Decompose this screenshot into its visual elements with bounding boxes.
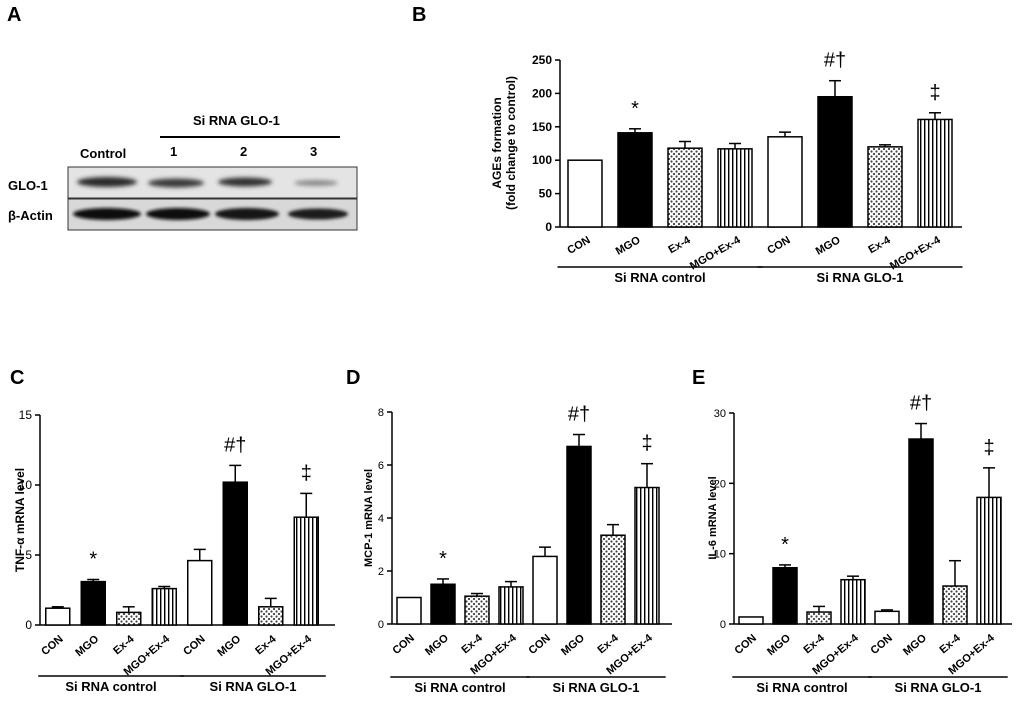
group-label: Si RNA GLO-1	[895, 680, 982, 695]
y-tick-label: 50	[539, 187, 553, 201]
y-tick-label: 0	[720, 619, 726, 631]
significance-marker: ‡	[641, 433, 652, 455]
panel-a-letter: A	[7, 4, 22, 26]
significance-marker: *	[89, 549, 97, 571]
bar	[532, 555, 558, 625]
y-tick-label: 30	[714, 408, 726, 420]
panel-b-letter: B	[412, 4, 427, 26]
y-tick-label: 0	[25, 618, 32, 632]
significance-marker: *	[781, 534, 789, 556]
bar	[667, 147, 703, 228]
group-label: Si RNA GLO-1	[817, 270, 904, 285]
bar	[867, 146, 903, 228]
bar	[151, 587, 177, 626]
significance-marker: *	[631, 98, 639, 120]
y-tick-label: 4	[378, 513, 384, 525]
y-tick-label: 10	[714, 549, 726, 561]
y-tick-label: 0	[545, 220, 552, 234]
x-tick-label: CON	[868, 632, 894, 657]
y-tick-label: 5	[25, 548, 32, 562]
y-tick-label: 150	[532, 120, 552, 134]
bar	[600, 534, 626, 625]
bar	[772, 566, 798, 625]
bar	[806, 611, 832, 625]
y-tick-label: 100	[532, 153, 552, 167]
x-tick-label: MGO	[765, 632, 793, 658]
blot-group-label: Si RNA GLO-1	[193, 113, 280, 128]
y-axis-label: AGEs formation	[490, 97, 504, 188]
y-tick-label: 8	[378, 407, 384, 419]
group-label: Si RNA GLO-1	[553, 680, 640, 695]
bar	[498, 586, 524, 625]
bar	[293, 516, 319, 626]
bar	[817, 95, 853, 228]
bar	[396, 596, 422, 625]
bar	[717, 148, 753, 228]
significance-marker: #†	[910, 393, 932, 415]
x-tick-label: CON	[732, 632, 758, 657]
y-tick-label: 6	[378, 460, 384, 472]
significance-marker: *	[439, 548, 447, 570]
group-label: Si RNA GLO-1	[210, 679, 297, 694]
y-axis-label: TNF-α mRNA level	[13, 468, 27, 572]
significance-marker: #†	[224, 434, 246, 456]
blot-lane-control: Control	[80, 146, 127, 161]
panel-e-letter: E	[692, 367, 706, 389]
bar	[634, 486, 660, 625]
group-label: Si RNA control	[65, 679, 156, 694]
bar	[942, 585, 968, 625]
group-label: Si RNA control	[756, 680, 847, 695]
x-tick-label: Ex-4	[937, 632, 963, 657]
y-axis-label: MCP-1 mRNA level	[363, 469, 375, 567]
group-label: Si RNA control	[614, 270, 705, 285]
significance-marker: #†	[824, 50, 846, 72]
y-tick-label: 20	[714, 478, 726, 490]
y-tick-label: 200	[532, 86, 552, 100]
blot-lane-3: 3	[310, 144, 318, 159]
panel-c-letter: C	[10, 367, 25, 389]
group-label: Si RNA control	[414, 680, 505, 695]
blot-lane-1: 1	[170, 144, 178, 159]
bar	[80, 580, 106, 626]
blot-row-glo1: GLO-1	[8, 178, 48, 193]
significance-marker: #†	[568, 404, 590, 426]
panel-d-letter: D	[346, 367, 361, 389]
bar	[908, 438, 934, 625]
y-tick-label: 250	[532, 53, 552, 67]
bar	[840, 578, 866, 625]
blot-lane-2: 2	[240, 144, 248, 159]
bar	[187, 559, 213, 626]
y-tick-label: 2	[378, 566, 384, 578]
blot-group-line	[160, 136, 340, 138]
significance-marker: ‡	[929, 82, 940, 104]
y-axis-label: IL-6 mRNA level	[707, 476, 719, 559]
x-tick-label: MGO	[901, 632, 929, 658]
bar	[222, 481, 248, 626]
x-tick-label: Ex-4	[801, 632, 827, 657]
significance-marker: ‡	[983, 437, 994, 459]
significance-marker: ‡	[301, 462, 312, 484]
bar	[976, 496, 1002, 625]
blot-row-actin: β-Actin	[8, 208, 53, 223]
bar	[767, 136, 803, 228]
y-tick-label: 10	[19, 478, 33, 492]
y-tick-label: 0	[378, 619, 384, 631]
y-axis-label: (fold change to control)	[504, 76, 518, 210]
bar	[567, 159, 603, 228]
bar	[874, 610, 900, 625]
y-tick-label: 15	[19, 408, 33, 422]
bar	[738, 616, 764, 625]
bar	[464, 595, 490, 625]
